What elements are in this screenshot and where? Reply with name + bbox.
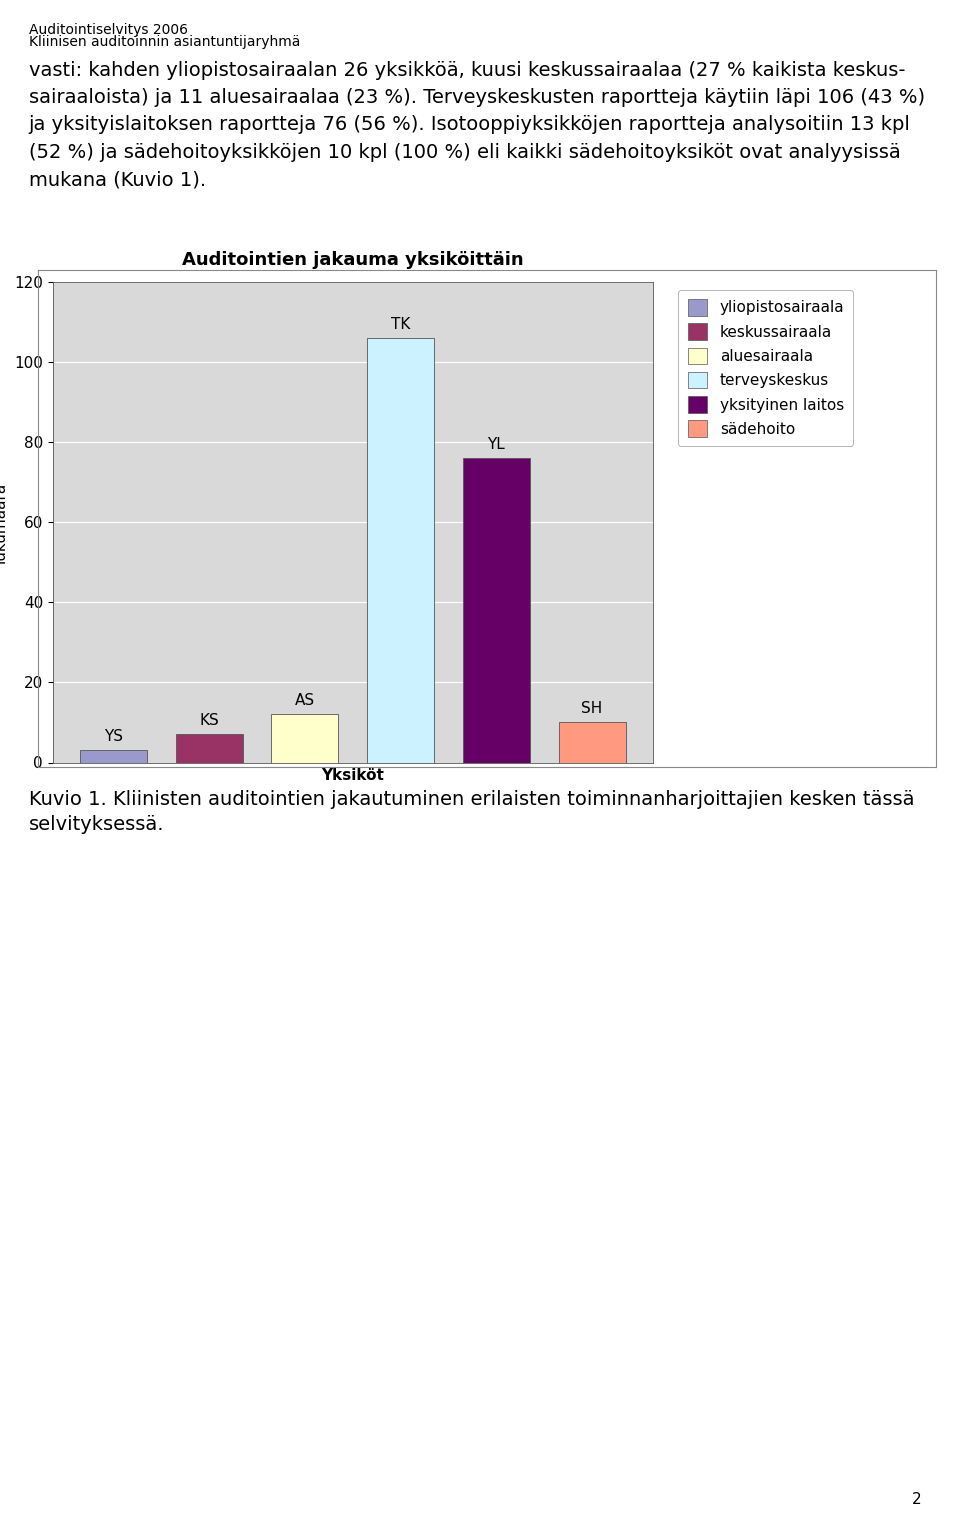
Text: vasti: kahden yliopistosairaalan 26 yksikköä, kuusi keskussairaalaa (27 % kaikis: vasti: kahden yliopistosairaalan 26 yksi… bbox=[29, 61, 924, 189]
Text: Kliinisen auditoinnin asiantuntijaryhmä: Kliinisen auditoinnin asiantuntijaryhmä bbox=[29, 35, 300, 49]
Text: Auditointiselvitys 2006: Auditointiselvitys 2006 bbox=[29, 23, 188, 37]
Text: KS: KS bbox=[200, 714, 219, 729]
Bar bbox=[463, 458, 530, 762]
Bar bbox=[272, 714, 339, 762]
Bar bbox=[176, 735, 243, 762]
Legend: yliopistosairaala, keskussairaala, aluesairaala, terveyskeskus, yksityinen laito: yliopistosairaala, keskussairaala, alues… bbox=[679, 290, 853, 447]
Title: Auditointien jakauma yksiköittäin: Auditointien jakauma yksiköittäin bbox=[182, 252, 523, 270]
Text: 2: 2 bbox=[912, 1491, 922, 1507]
Bar bbox=[367, 339, 434, 762]
Text: SH: SH bbox=[582, 702, 603, 717]
Y-axis label: lukumäärä: lukumäärä bbox=[0, 482, 8, 563]
Text: YL: YL bbox=[488, 438, 505, 453]
Bar bbox=[80, 750, 147, 762]
Text: AS: AS bbox=[295, 694, 315, 709]
X-axis label: Yksiköt: Yksiköt bbox=[322, 769, 384, 782]
Bar bbox=[559, 723, 626, 762]
Text: Kuvio 1. Kliinisten auditointien jakautuminen erilaisten toiminnanharjoittajien : Kuvio 1. Kliinisten auditointien jakautu… bbox=[29, 790, 914, 834]
Text: TK: TK bbox=[391, 317, 410, 332]
Text: YS: YS bbox=[104, 729, 123, 744]
